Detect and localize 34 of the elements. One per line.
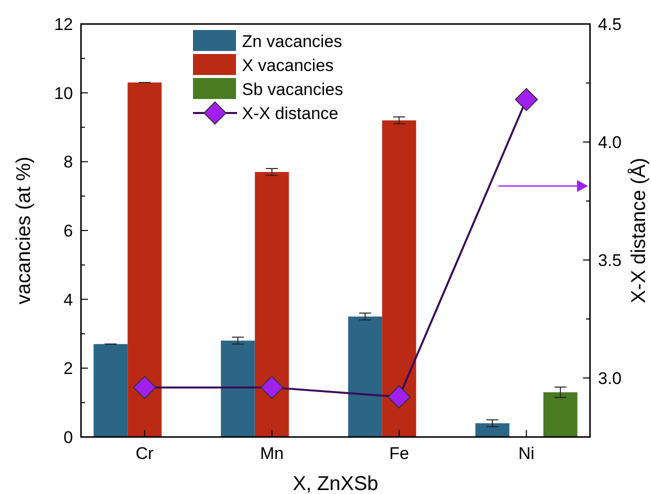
y-tick-label: 12 — [54, 14, 73, 34]
x-tick-label: Ni — [518, 444, 534, 463]
point — [388, 385, 411, 408]
legend-label: Zn vacancies — [242, 32, 342, 51]
x-tick-label: Fe — [389, 444, 410, 463]
bar — [543, 392, 578, 437]
y-tick-label: 8 — [64, 152, 73, 172]
point — [260, 376, 284, 399]
y2-tick-label: 4.0 — [598, 132, 622, 152]
x-tick-label: Cr — [136, 444, 154, 463]
y2-tick-label: 4.5 — [598, 14, 622, 34]
x-tick-label: Mn — [260, 444, 284, 463]
y2-tick-label: 3.5 — [598, 250, 622, 270]
y-tick-label: 10 — [54, 84, 73, 103]
point — [133, 376, 156, 399]
x-axis-title: X, ZnXSb — [292, 473, 378, 494]
bar — [94, 344, 128, 437]
bar — [475, 423, 510, 437]
y2-tick-label: 3.0 — [598, 368, 622, 388]
legend-label: X-X distance — [242, 104, 338, 123]
y-tick-label: 6 — [64, 221, 73, 240]
bar — [220, 340, 255, 437]
bar — [128, 82, 162, 437]
y-tick-label: 0 — [64, 428, 73, 447]
y-tick-label: 4 — [64, 290, 73, 310]
y-tick-label: 2 — [64, 359, 73, 378]
bar — [254, 172, 289, 437]
point — [514, 88, 538, 112]
legend-label: X vacancies — [242, 56, 334, 75]
y-axis-title: vacancies (at %) — [13, 156, 35, 304]
y2-axis-title: X-X distance (Å) — [627, 158, 650, 304]
bar — [382, 120, 416, 437]
bar — [348, 316, 382, 437]
legend-label: Sb vacancies — [242, 80, 344, 99]
